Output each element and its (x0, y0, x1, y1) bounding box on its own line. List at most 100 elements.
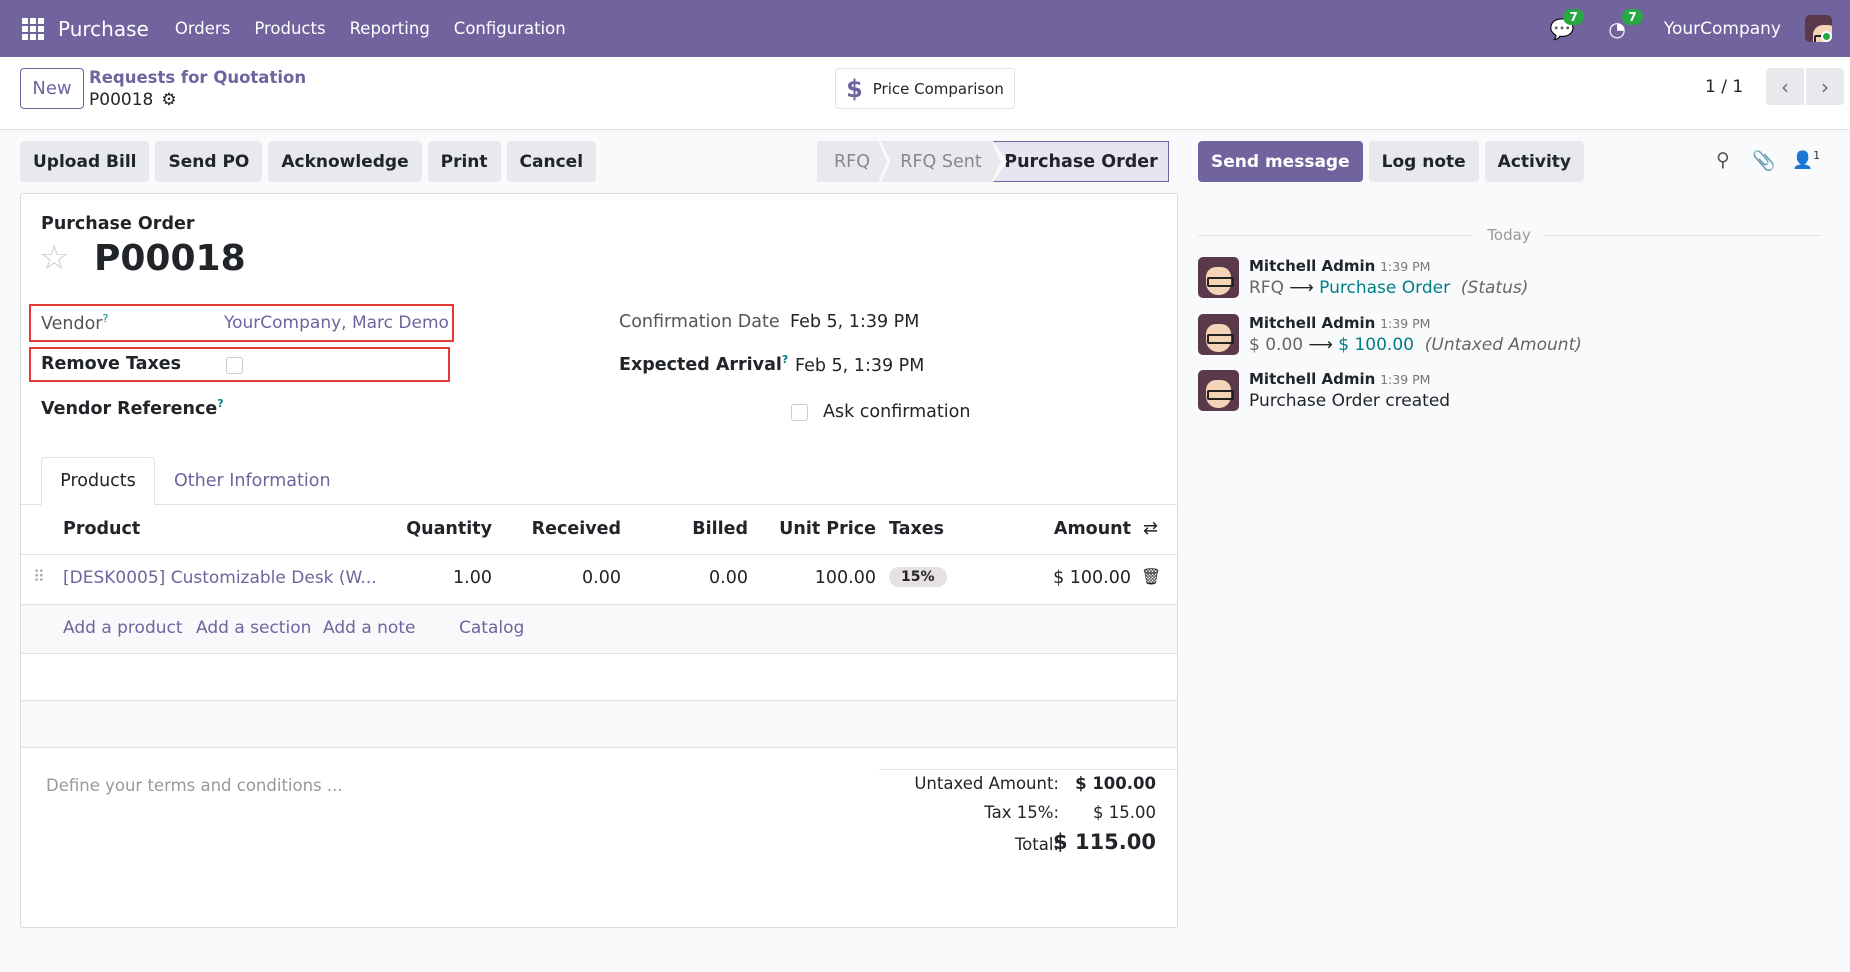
remove-taxes-checkbox[interactable] (226, 357, 243, 374)
breadcrumb-parent[interactable]: Requests for Quotation (89, 68, 307, 87)
upload-bill-button[interactable]: Upload Bill (20, 141, 150, 182)
price-comparison-button[interactable]: $ Price Comparison (835, 68, 1015, 109)
lines-area: Add a product Add a section Add a note C… (21, 604, 1177, 884)
cancel-button[interactable]: Cancel (506, 141, 597, 182)
app-menu-icon[interactable] (22, 17, 44, 40)
dollar-icon: $ (846, 74, 863, 103)
author-avatar[interactable] (1198, 370, 1239, 411)
user-avatar[interactable] (1805, 15, 1832, 42)
column-billed[interactable]: Billed (692, 519, 748, 539)
line-unit-price[interactable]: 100.00 (814, 568, 876, 588)
control-panel: New Requests for Quotation P00018 ⚙ $ Pr… (0, 57, 1850, 130)
message-author[interactable]: Mitchell Admin (1249, 257, 1376, 275)
date-separator-label: Today (1487, 226, 1531, 244)
message-author[interactable]: Mitchell Admin (1249, 370, 1376, 388)
confirmation-date-label: Confirmation Date (619, 312, 780, 332)
column-amount[interactable]: Amount (1053, 519, 1131, 539)
table-row[interactable]: ⠿ [DESK0005] Customizable Desk (W... 1.0… (21, 555, 1177, 604)
add-product-link[interactable]: Add a product (63, 618, 183, 638)
old-value: $ 0.00 (1249, 335, 1304, 355)
pager-next-button[interactable]: › (1806, 68, 1844, 105)
new-button[interactable]: New (20, 68, 84, 109)
menu-products[interactable]: Products (254, 19, 326, 38)
total-label: Total: (1014, 835, 1059, 854)
new-value: $ 100.00 (1338, 335, 1414, 355)
arrow-right-icon: ⟶ (1289, 278, 1314, 298)
company-switcher[interactable]: YourCompany (1663, 18, 1781, 39)
date-separator: Today (1198, 226, 1821, 244)
old-value: RFQ (1249, 278, 1284, 298)
column-unit-price[interactable]: Unit Price (779, 519, 876, 539)
activity-clock-icon[interactable]: ◔ 7 (1608, 8, 1643, 41)
status-purchase-order[interactable]: Purchase Order (993, 141, 1169, 182)
print-button[interactable]: Print (427, 141, 501, 182)
column-product[interactable]: Product (63, 519, 141, 539)
line-amount: $ 100.00 (1053, 568, 1131, 588)
send-po-button[interactable]: Send PO (155, 141, 263, 182)
chatter-message: Mitchell Admin 1:39 PM Purchase Order cr… (1198, 370, 1450, 411)
author-avatar[interactable] (1198, 314, 1239, 355)
field-name: (Status) (1460, 278, 1529, 298)
column-quantity[interactable]: Quantity (406, 519, 492, 539)
menu-reporting[interactable]: Reporting (349, 19, 430, 38)
line-product[interactable]: [DESK0005] Customizable Desk (W... (63, 568, 377, 588)
author-avatar[interactable] (1198, 257, 1239, 298)
breadcrumb-current: P00018 (89, 90, 154, 110)
vendor-help-icon[interactable]: ? (102, 312, 109, 325)
followers-icon[interactable]: 👤1 (1792, 149, 1821, 171)
drag-handle-icon[interactable]: ⠿ (33, 567, 45, 586)
menu-orders[interactable]: Orders (174, 19, 231, 38)
line-tax-badge[interactable]: 15% (889, 567, 947, 587)
search-icon[interactable]: ⚲ (1716, 149, 1730, 171)
menu-configuration[interactable]: Configuration (453, 19, 566, 38)
expected-arrival-label: Expected Arrival (619, 354, 782, 375)
add-note-link[interactable]: Add a note (323, 618, 416, 638)
untaxed-amount-label: Untaxed Amount: (914, 774, 1059, 793)
pager-value: 1 / 1 (1705, 77, 1744, 97)
log-note-button[interactable]: Log note (1368, 141, 1479, 182)
message-body: Purchase Order created (1249, 391, 1451, 411)
chatter-buttons: Send message Log note Activity (1198, 141, 1584, 182)
column-received[interactable]: Received (531, 519, 621, 539)
line-quantity[interactable]: 1.00 (453, 568, 492, 588)
paperclip-icon[interactable]: 📎 (1752, 150, 1776, 172)
top-navbar: Purchase Orders Products Reporting Confi… (0, 0, 1850, 57)
chatter-message: Mitchell Admin 1:39 PM RFQ ⟶ Purchase Or… (1198, 257, 1528, 298)
message-author[interactable]: Mitchell Admin (1249, 314, 1376, 332)
messages-icon[interactable]: 💬 7 (1549, 8, 1584, 41)
status-rfq-sent[interactable]: RFQ Sent (881, 141, 1001, 182)
app-name[interactable]: Purchase (58, 16, 149, 41)
delete-line-icon[interactable]: 🗑 (1141, 567, 1162, 586)
confirmation-date-value[interactable]: Feb 5, 1:39 PM (790, 312, 920, 332)
column-taxes[interactable]: Taxes (889, 519, 945, 539)
acknowledge-button[interactable]: Acknowledge (268, 141, 422, 182)
document-type: Purchase Order (41, 214, 195, 234)
optional-columns-icon[interactable]: ⇄ (1143, 518, 1159, 539)
add-section-link[interactable]: Add a section (196, 618, 312, 638)
expected-arrival-help-icon[interactable]: ? (781, 353, 789, 366)
send-message-button[interactable]: Send message (1198, 141, 1363, 182)
message-time: 1:39 PM (1380, 259, 1431, 274)
ask-confirmation-checkbox[interactable] (791, 404, 808, 421)
vendor-label: Vendor (41, 313, 103, 334)
vendor-reference-help-icon[interactable]: ? (217, 397, 224, 410)
price-comparison-label: Price Comparison (872, 79, 1004, 98)
remove-taxes-highlight (29, 347, 450, 382)
pager-previous-button[interactable]: ‹ (1766, 68, 1804, 105)
star-icon[interactable]: ☆ (39, 238, 70, 278)
message-time: 1:39 PM (1380, 372, 1431, 387)
activity-button[interactable]: Activity (1484, 141, 1584, 182)
messages-badge: 7 (1563, 8, 1584, 25)
gear-icon[interactable]: ⚙ (161, 90, 177, 110)
tab-products[interactable]: Products (41, 457, 155, 505)
terms-input[interactable]: Define your terms and conditions ... (46, 776, 343, 795)
status-rfq[interactable]: RFQ (817, 141, 887, 182)
line-billed: 0.00 (709, 568, 748, 588)
tax-value: $ 15.00 (1093, 803, 1156, 822)
tab-other-information[interactable]: Other Information (174, 471, 331, 491)
catalog-link[interactable]: Catalog (459, 618, 525, 638)
expected-arrival-value[interactable]: Feb 5, 1:39 PM (795, 356, 925, 376)
tax-label: Tax 15%: (984, 803, 1059, 822)
totals-divider (879, 769, 1177, 770)
vendor-field[interactable]: YourCompany, Marc Demo (224, 313, 449, 333)
